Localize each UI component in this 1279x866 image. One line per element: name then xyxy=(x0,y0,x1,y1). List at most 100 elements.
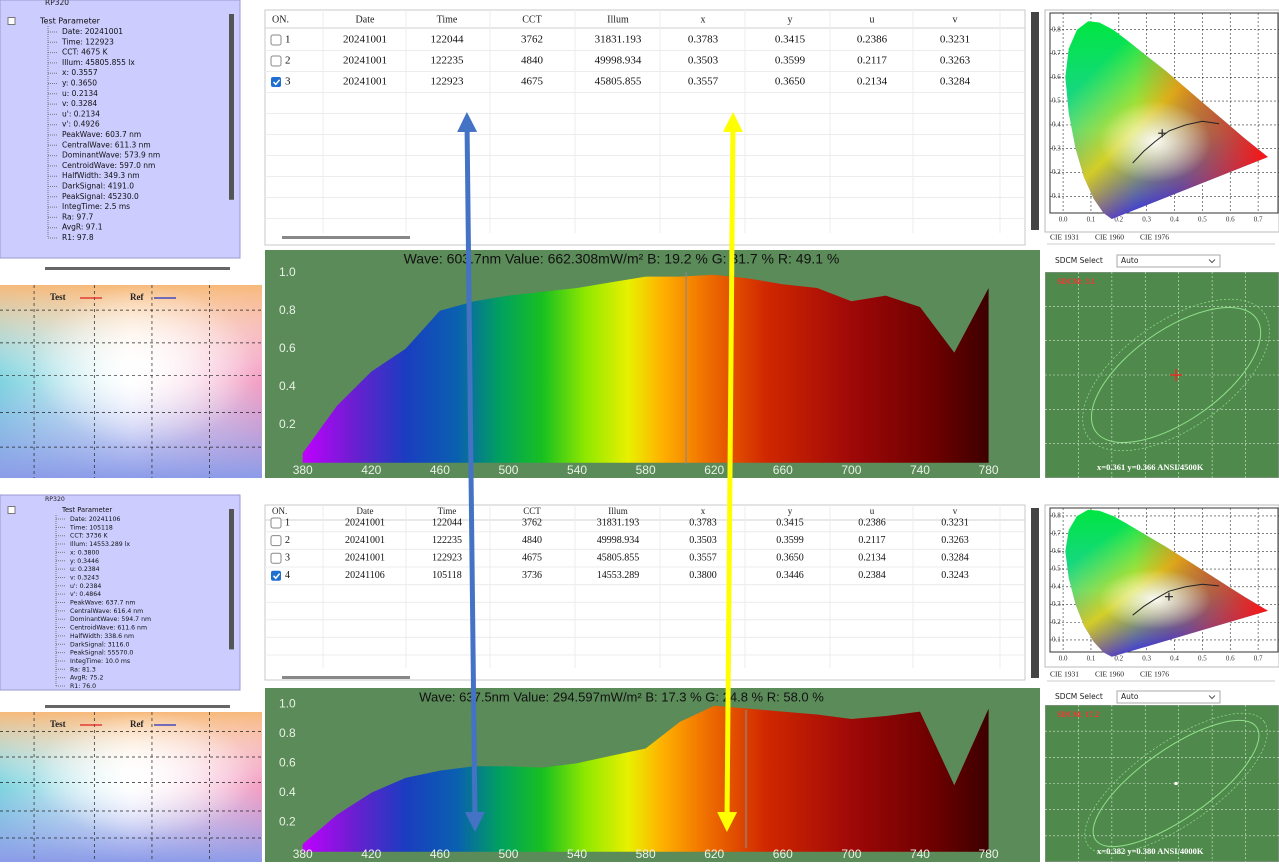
row-number: 3 xyxy=(285,76,291,88)
tree-group: Test Parameter xyxy=(39,17,101,26)
tree-item: u: 0.2384 xyxy=(70,566,100,573)
tree-item: DominantWave: 594.7 nm xyxy=(70,616,151,623)
cie-tab[interactable]: CIE 1960 xyxy=(1095,670,1124,679)
table-header: Time xyxy=(438,506,457,516)
table-cell: 4840 xyxy=(521,55,544,67)
sdcm-value: SDCM: 17.2 xyxy=(1057,710,1099,719)
checkbox-checked[interactable] xyxy=(271,77,281,87)
table-header: v xyxy=(953,506,958,516)
y-tick-label: 0.4 xyxy=(279,379,296,393)
checkbox-empty[interactable] xyxy=(270,55,282,67)
row-checkbox[interactable] xyxy=(271,77,281,87)
tree-item: AvgR: 97.1 xyxy=(62,223,103,232)
sdcm-dropdown-value: Auto xyxy=(1121,692,1139,701)
collapse-box[interactable] xyxy=(7,506,16,514)
table-background xyxy=(264,504,1026,681)
collapse-box[interactable] xyxy=(7,17,16,25)
x-tick-label: 700 xyxy=(841,847,861,861)
table-cell: 0.3446 xyxy=(776,570,804,581)
sdcm-dropdown-value: Auto xyxy=(1121,256,1139,265)
cie-tab[interactable]: CIE 1931 xyxy=(1050,670,1079,679)
table-cell: 122044 xyxy=(432,517,462,528)
x-tick-label: 740 xyxy=(910,847,930,861)
checkbox-empty[interactable] xyxy=(270,517,282,529)
tree-item: Date: 20241106 xyxy=(70,516,120,523)
table-header: Illum xyxy=(608,506,628,516)
row-checkbox[interactable] xyxy=(271,570,281,581)
tree-item: u': 0.2134 xyxy=(62,109,100,118)
tree-group: Test Parameter xyxy=(61,506,112,514)
dropdown-caret xyxy=(1208,695,1216,700)
x-tick-label: 0.7 xyxy=(1254,216,1263,224)
results-table: ON. Date Time CCT Illum x y u v 1 20241001 122044 37… xyxy=(264,504,1026,681)
y-tick-label: 0.8 xyxy=(1052,512,1061,520)
tree-item: DarkSignal: 3116.0 xyxy=(70,641,129,648)
table-header: Date xyxy=(357,506,374,516)
row-checkbox[interactable] xyxy=(270,55,282,67)
blue-arrow xyxy=(457,112,485,832)
y-tick-label: 0.3 xyxy=(1052,144,1061,152)
y-tick-label: 0.6 xyxy=(1052,73,1061,81)
table-cell: 0.3263 xyxy=(940,55,971,67)
table-cell: 0.3284 xyxy=(941,552,969,563)
cie-chart: 0.0 0.1 0.2 0.3 0.4 0.5 0.6 0.7 0.1 0.2 0.3 0.4 0.5 0… xyxy=(1044,9,1279,233)
checkbox-empty[interactable] xyxy=(270,552,282,564)
x-tick-label: 0.6 xyxy=(1226,655,1235,663)
cie-frame xyxy=(1049,12,1279,214)
cie-tab[interactable]: CIE 1960 xyxy=(1095,233,1124,242)
table-header: CCT xyxy=(523,506,541,516)
tree-item: y: 0.3446 xyxy=(70,558,99,565)
vertical-scrollbar xyxy=(1031,508,1039,678)
checkbox-checked[interactable] xyxy=(271,570,281,581)
tree-item: HalfWidth: 349.3 nm xyxy=(62,171,140,180)
sdcm-dropdown[interactable] xyxy=(1116,254,1221,268)
sdcm-select-label: SDCM Select xyxy=(1055,692,1103,701)
tree-item: HalfWidth: 338.6 nm xyxy=(70,633,134,640)
y-tick-label: 0.4 xyxy=(279,785,296,799)
row-checkbox[interactable] xyxy=(270,552,282,564)
y-tick-label: 0.3 xyxy=(1052,600,1061,608)
sdcm-coordinates: x=0.382 y=0.380 ANSI/4000K xyxy=(1097,846,1204,856)
table-h-scrollbar xyxy=(282,236,410,239)
spectrum-chart: 380 420 460 500 540 580 620 660 700 740 780 0.2 0.4 0… xyxy=(265,250,1040,478)
x-tick-label: 0.4 xyxy=(1170,216,1179,224)
color-plot: Test Ref xyxy=(0,285,262,478)
sdcm-ellipse xyxy=(1092,719,1260,848)
cie-tab[interactable]: CIE 1931 xyxy=(1050,233,1079,242)
x-tick-label: 0.1 xyxy=(1087,655,1096,663)
x-tick-label: 0.4 xyxy=(1170,655,1179,663)
sdcm-dropdown[interactable] xyxy=(1116,690,1221,704)
tree-item: Ra: 81.3 xyxy=(70,666,96,673)
table-cell: 4840 xyxy=(522,535,542,546)
table-cell: 0.3783 xyxy=(689,517,717,528)
table-cell: 20241001 xyxy=(343,55,387,67)
table-cell: 4675 xyxy=(521,76,544,88)
y-tick-label: 0.5 xyxy=(1052,97,1061,105)
tree-item: CentralWave: 611.3 nm xyxy=(62,140,151,149)
tree-background xyxy=(0,494,241,691)
checkbox-empty[interactable] xyxy=(270,535,282,547)
tree-item: PeakWave: 603.7 nm xyxy=(62,130,141,139)
row-checkbox[interactable] xyxy=(270,535,282,547)
y-tick-label: 0.2 xyxy=(1052,168,1061,176)
table-cell: 20241001 xyxy=(345,535,385,546)
tree-item: Time: 105118 xyxy=(69,524,113,531)
splitter xyxy=(45,267,230,270)
table-cell: 0.3503 xyxy=(688,55,719,67)
x-tick-label: 0.5 xyxy=(1198,216,1207,224)
y-tick-label: 0.4 xyxy=(1052,121,1061,129)
planckian-locus xyxy=(1132,583,1220,616)
cie-tab[interactable]: CIE 1976 xyxy=(1140,233,1169,242)
x-tick-label: 380 xyxy=(293,463,313,477)
table-cell: 0.3231 xyxy=(940,34,970,46)
tree-root: RP320 xyxy=(45,496,65,503)
tree-item: IntegTime: 2.5 ms xyxy=(62,202,130,211)
row-checkbox[interactable] xyxy=(270,517,282,529)
y-tick-label: 1.0 xyxy=(279,696,296,710)
table-cell: 45805.855 xyxy=(595,76,642,88)
y-tick-label: 0.2 xyxy=(279,417,296,431)
cie-tab[interactable]: CIE 1976 xyxy=(1140,670,1169,679)
checkbox-empty[interactable] xyxy=(270,34,282,46)
row-checkbox[interactable] xyxy=(270,34,282,46)
table-header: Illum xyxy=(607,14,629,25)
